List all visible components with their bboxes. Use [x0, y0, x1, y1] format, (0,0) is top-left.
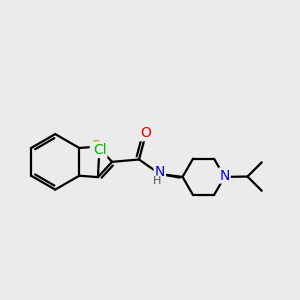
- Text: N: N: [154, 165, 165, 179]
- Text: H: H: [153, 176, 161, 187]
- Text: N: N: [219, 169, 230, 182]
- Text: Cl: Cl: [93, 143, 106, 157]
- Text: O: O: [140, 126, 151, 140]
- Text: S: S: [91, 139, 100, 153]
